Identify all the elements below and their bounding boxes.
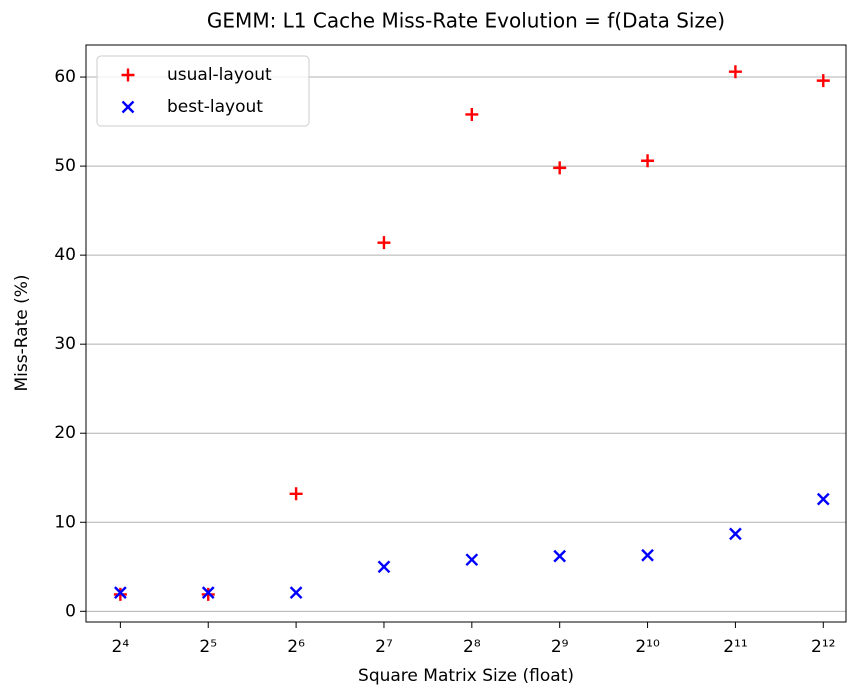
x-tick-label: 2⁴	[112, 637, 130, 657]
x-tick-label: 2⁹	[551, 637, 569, 657]
point	[377, 560, 391, 574]
y-tick-label: 60	[54, 67, 76, 87]
point	[465, 107, 479, 121]
point	[729, 527, 742, 541]
chart-title: GEMM: L1 Cache Miss-Rate Evolution = f(D…	[207, 9, 725, 33]
y-tick-label: 40	[54, 245, 76, 265]
point	[816, 74, 830, 88]
point	[553, 549, 567, 563]
legend-marker	[121, 100, 135, 114]
x-tick-label: 2⁸	[463, 637, 481, 657]
y-tick-label: 50	[54, 156, 76, 176]
legend-label: best-layout	[167, 97, 263, 117]
x-tick-label: 2¹⁰	[635, 637, 660, 657]
x-tick-label: 2⁶	[287, 637, 305, 657]
y-tick-label: 0	[65, 601, 76, 621]
point	[201, 587, 215, 601]
point	[553, 161, 567, 175]
point	[728, 65, 742, 79]
legend-marker	[121, 68, 135, 82]
point	[113, 587, 127, 601]
x-tick-label: 2⁵	[199, 637, 217, 657]
x-axis-label: Square Matrix Size (float)	[358, 666, 574, 686]
point	[816, 492, 830, 506]
x-tick-label: 2¹²	[811, 637, 835, 657]
point	[641, 548, 654, 562]
point	[289, 586, 303, 599]
point	[114, 586, 127, 599]
plot-frame	[85, 44, 847, 623]
legend-label: usual-layout	[167, 65, 272, 85]
point	[377, 236, 391, 250]
point	[641, 154, 655, 168]
x-tick-label: 2⁷	[375, 637, 393, 657]
point	[465, 553, 479, 567]
x-tick-label: 2¹¹	[723, 637, 747, 657]
point	[289, 487, 303, 501]
y-tick-label: 30	[54, 334, 76, 354]
y-tick-label: 20	[54, 423, 76, 443]
y-axis-label: Miss-Rate (%)	[12, 274, 32, 391]
legend-box	[96, 55, 310, 127]
point	[201, 586, 215, 599]
y-tick-label: 10	[54, 512, 76, 532]
